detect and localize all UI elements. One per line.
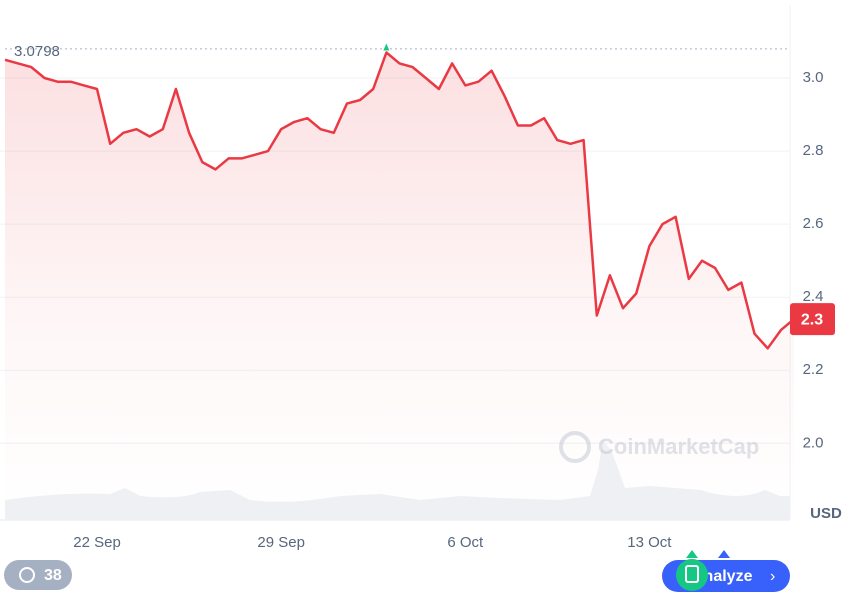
x-tick-label: 13 Oct [627,534,672,551]
analyze-pointer [718,550,730,558]
badge-text: 38 [44,567,62,584]
unit-label: USD [810,505,842,522]
y-tick-label: 2.2 [803,361,824,378]
y-tick-label: 2.4 [803,288,824,305]
volume-area [5,440,790,520]
watermark-logo [559,431,591,463]
analyze-icon-doc [685,565,699,583]
analyze-pointer [686,550,698,558]
high-marker [383,43,390,51]
y-tick-label: 2.8 [803,142,824,159]
analyze-chevron: › [770,568,775,585]
watermark-text: CoinMarketCap [598,434,759,459]
y-tick-label: 2.0 [803,434,824,451]
x-tick-label: 29 Sep [257,534,305,551]
analyze-icon [676,559,708,591]
price-line [4,51,795,350]
last-price-label: 2.3 [801,311,823,328]
reference-label: 3.0798 [14,43,60,60]
y-tick-label: 3.0 [803,69,824,86]
y-tick-label: 2.6 [803,215,824,232]
last-price-tag [790,303,835,336]
area-fill [5,52,794,520]
watermark: CoinMarketCap [559,431,759,463]
badge[interactable] [4,560,72,590]
x-tick-label: 6 Oct [447,534,484,551]
x-tick-label: 22 Sep [73,534,121,551]
badge-icon [19,567,35,583]
